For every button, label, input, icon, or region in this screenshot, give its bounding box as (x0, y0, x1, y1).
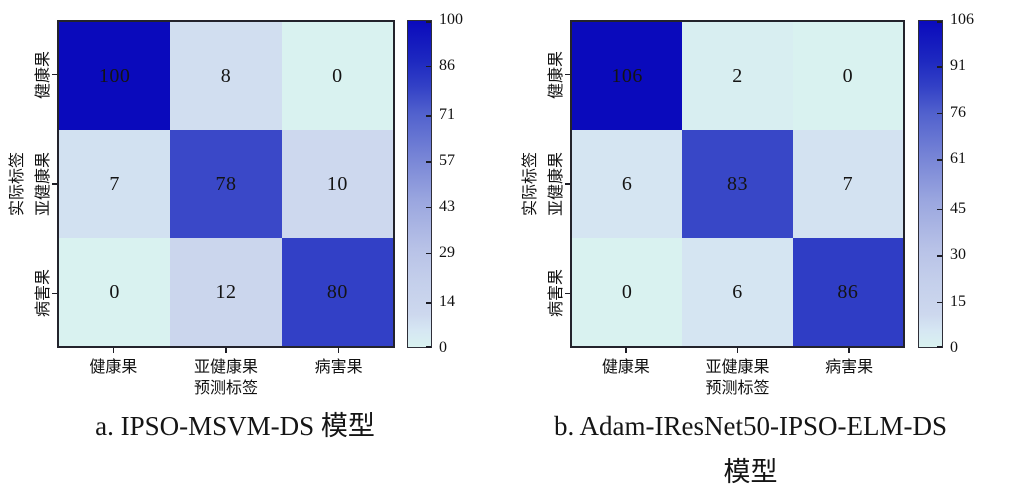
matrix-cell: 6 (572, 130, 683, 238)
x-axis-tick-labels-a: 健康果 亚健康果 病害果 (57, 353, 395, 376)
y-axis-tick-mark (565, 73, 570, 76)
colorbar-tick-label: 71 (439, 106, 455, 124)
colorbar-tick-mark (937, 301, 942, 304)
caption-b: b. Adam-IResNet50-IPSO-ELM-DS 模型 (492, 403, 1009, 495)
colorbar-tick-label: 14 (439, 293, 455, 311)
colorbar-tick-mark (426, 206, 431, 209)
matrix-cell: 78 (170, 130, 282, 238)
colorbar-tick-mark (426, 302, 431, 304)
x-tick-label: 亚健康果 (705, 359, 770, 376)
colorbar-tick-label: 30 (950, 246, 966, 264)
y-tick-label: 病害果 (548, 269, 566, 318)
colorbar-tick-mark (937, 112, 942, 115)
confusion-matrix-a: 100 8 0 7 78 10 0 12 80 (57, 20, 395, 348)
y-axis-title-b: 实际标签 (517, 20, 539, 348)
colorbar-tick-mark (937, 21, 942, 23)
x-axis-tick-mark (848, 348, 850, 353)
matrix-cell: 0 (281, 22, 393, 130)
x-axis-tick-mark (225, 348, 227, 353)
matrix-cell: 100 (59, 22, 171, 130)
colorbar-tick-label: 45 (950, 199, 966, 217)
matrix-cell: 0 (792, 22, 903, 130)
caption-b-line1: b. Adam-IResNet50-IPSO-ELM-DS (554, 411, 947, 441)
colorbar-tick-mark (426, 161, 431, 163)
x-axis-tick-mark (337, 348, 340, 353)
colorbar-tick-label: 76 (950, 103, 966, 121)
caption-b-line2: 模型 (723, 457, 778, 487)
x-axis-tick-mark (736, 348, 739, 353)
colorbar-tick-label: 106 (950, 11, 974, 28)
colorbar-tick-label: 0 (439, 339, 447, 356)
colorbar-tick-label: 43 (439, 197, 455, 215)
colorbar-tick-mark (937, 346, 942, 348)
matrix-cell: 6 (682, 238, 793, 346)
y-axis-title-text: 实际标签 (522, 151, 540, 217)
y-axis-tick-mark (565, 292, 570, 295)
x-axis-tick-labels-b: 健康果 亚健康果 病害果 (570, 353, 905, 376)
colorbar-tick-label: 29 (439, 243, 455, 261)
y-tick-label: 亚健康果 (548, 151, 566, 216)
matrix-cell: 106 (572, 22, 683, 130)
matrix-cell: 8 (170, 22, 282, 130)
matrix-cell: 10 (281, 130, 393, 238)
x-axis-tick-mark (112, 348, 115, 353)
colorbar-tick-mark (937, 255, 942, 257)
colorbar-b (918, 20, 943, 348)
matrix-cell: 83 (682, 130, 793, 238)
x-tick-label: 健康果 (601, 359, 650, 376)
x-axis-title-a: 预测标签 (193, 380, 258, 397)
y-axis-tick-mark (52, 73, 57, 76)
x-axis-tick-mark (625, 348, 627, 353)
colorbar-tick-label: 0 (950, 339, 958, 356)
colorbar-tick-label: 61 (950, 150, 966, 168)
matrix-cell: 0 (59, 238, 171, 346)
y-axis-tick-labels-b: 健康果 亚健康果 病害果 (541, 20, 567, 348)
matrix-cell: 2 (682, 22, 793, 130)
colorbar-tick-label: 15 (950, 292, 966, 310)
colorbar-tick-mark (937, 66, 942, 68)
matrix-cell: 7 (59, 130, 171, 238)
caption-a: a. IPSO-MSVM-DS 模型 (10, 403, 460, 449)
colorbar-tick-mark (426, 21, 431, 23)
caption-a-line1: a. IPSO-MSVM-DS 模型 (95, 411, 375, 441)
matrix-cell: 12 (170, 238, 282, 346)
x-axis-title-b: 预测标签 (705, 380, 770, 397)
x-tick-label: 病害果 (825, 359, 874, 376)
colorbar-tick-label: 86 (439, 56, 455, 74)
x-tick-label: 亚健康果 (194, 359, 259, 376)
matrix-cell: 0 (572, 238, 683, 346)
colorbar-tick-label: 57 (439, 152, 455, 170)
x-tick-label: 健康果 (89, 359, 138, 376)
colorbar-tick-label: 91 (950, 57, 966, 75)
colorbar-tick-mark (426, 65, 431, 68)
colorbar-tick-mark (937, 208, 942, 211)
matrix-cell: 7 (792, 130, 903, 238)
colorbar-tick-mark (937, 159, 942, 161)
colorbar-tick-label: 100 (439, 11, 463, 28)
confusion-matrix-b: 106 2 0 6 83 7 0 6 86 (570, 20, 905, 348)
colorbar-tick-mark (426, 115, 431, 117)
x-tick-label: 病害果 (314, 359, 363, 376)
y-axis-tick-mark (52, 292, 57, 295)
colorbar-tick-mark (426, 252, 431, 255)
matrix-cell: 86 (792, 238, 903, 346)
y-axis-tick-mark (565, 183, 570, 185)
matrix-cell: 80 (281, 238, 393, 346)
colorbar-a (407, 20, 432, 348)
y-axis-tick-mark (52, 183, 57, 185)
colorbar-tick-mark (426, 346, 431, 348)
y-tick-label: 健康果 (548, 50, 566, 99)
